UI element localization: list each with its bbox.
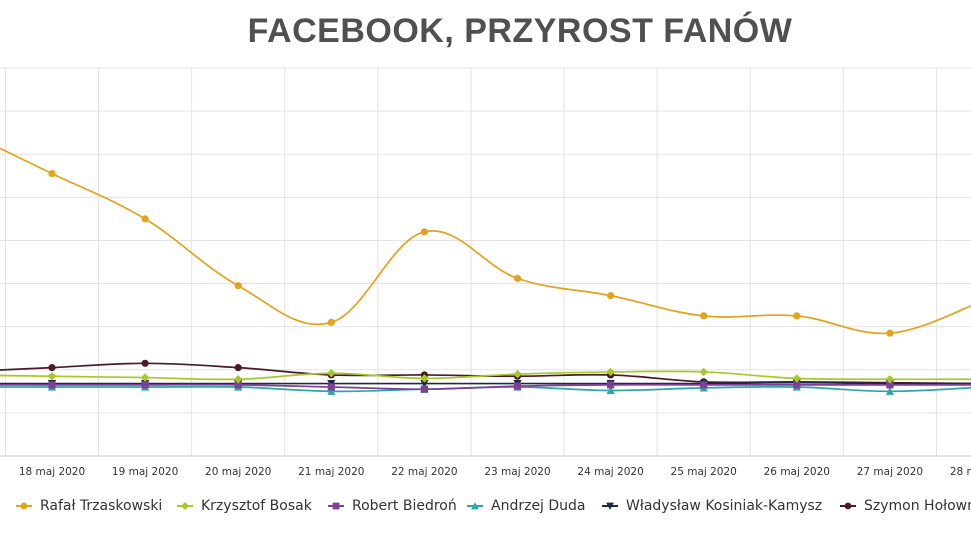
- x-tick-label: 27 maj 2020: [857, 466, 923, 478]
- data-point: [327, 387, 336, 395]
- chart-title: FACEBOOK, PRZYROST FANÓW: [247, 12, 793, 50]
- data-point: [885, 387, 894, 395]
- series-layer: [0, 147, 971, 395]
- series-rafa-trzaskowski: [0, 147, 971, 337]
- x-tick-label: 21 maj 2020: [298, 466, 364, 478]
- x-tick-label: 19 maj 2020: [112, 466, 178, 478]
- legend-label: Robert Biedroń: [352, 498, 457, 514]
- data-point: [513, 274, 522, 282]
- legend-item[interactable]: Andrzej Duda: [467, 496, 586, 516]
- legend-marker: [606, 502, 614, 510]
- data-point: [47, 372, 57, 381]
- x-tick-label: 26 maj 2020: [764, 466, 830, 478]
- data-point: [234, 381, 242, 389]
- legend-symbol-icon: [328, 502, 344, 510]
- data-point: [792, 374, 801, 383]
- data-point: [513, 369, 522, 379]
- legend-label: Rafał Trzaskowski: [40, 498, 163, 514]
- data-point: [793, 312, 801, 320]
- legend-label: Szymon Hołownia: [864, 498, 971, 514]
- data-point: [141, 215, 149, 223]
- legend-item[interactable]: Szymon Hołownia: [840, 496, 971, 516]
- data-point: [141, 359, 149, 367]
- data-point: [420, 374, 429, 383]
- data-point: [48, 364, 56, 372]
- data-point: [48, 170, 56, 178]
- data-point: [234, 375, 243, 384]
- data-point: [886, 381, 894, 389]
- legend: Rafał Trzaskowski Krzysztof Bosak Robert B…: [0, 496, 971, 518]
- x-tick-label: 18 maj 2020: [19, 466, 85, 478]
- legend-symbol-icon: [16, 502, 32, 510]
- legend-symbol-icon: [467, 502, 483, 510]
- legend-item[interactable]: Robert Biedroń: [328, 496, 457, 516]
- legend-marker: [332, 502, 340, 510]
- x-tick-label: 20 maj 2020: [205, 466, 271, 478]
- data-point: [513, 382, 522, 390]
- legend-label: Krzysztof Bosak: [201, 498, 312, 514]
- x-tick-label: 28 maj 2020: [950, 466, 971, 478]
- data-point: [327, 318, 335, 326]
- legend-label: Andrzej Duda: [491, 498, 586, 514]
- data-point: [327, 369, 336, 378]
- data-point: [607, 381, 615, 389]
- legend-label: Władysław Kosiniak-Kamysz: [626, 498, 823, 514]
- series-krzysztof-bosak: [0, 367, 971, 384]
- x-tick-label: 25 maj 2020: [671, 466, 737, 478]
- data-point: [606, 367, 615, 377]
- x-tick-label: 24 maj 2020: [577, 466, 643, 478]
- data-point: [140, 373, 150, 382]
- data-point: [420, 228, 428, 236]
- series-robert-biedro-: [0, 381, 971, 393]
- legend-item[interactable]: Władysław Kosiniak-Kamysz: [602, 496, 822, 516]
- legend-item[interactable]: Rafał Trzaskowski: [16, 496, 162, 516]
- data-point: [141, 381, 149, 389]
- legend-symbol-icon: [602, 502, 618, 510]
- legend-marker: [181, 502, 189, 510]
- data-point: [420, 379, 429, 388]
- data-point: [886, 329, 894, 337]
- data-point: [885, 375, 895, 384]
- data-point: [420, 385, 428, 393]
- data-point: [700, 381, 708, 389]
- data-point: [700, 312, 708, 320]
- data-point: [607, 292, 615, 300]
- grid: [0, 67, 971, 457]
- data-point: [793, 381, 801, 389]
- data-point: [234, 364, 242, 372]
- data-point: [48, 381, 56, 389]
- legend-marker: [844, 502, 852, 510]
- x-axis: 18 maj 2020 19 maj 2020 20 maj 2020 21 maj …: [19, 466, 971, 478]
- legend-symbol-icon: [840, 502, 856, 510]
- x-tick-label: 22 maj 2020: [391, 466, 457, 478]
- legend-symbol-icon: [177, 502, 193, 510]
- legend-item[interactable]: Krzysztof Bosak: [177, 496, 312, 516]
- line-chart: 18 maj 2020 19 maj 2020 20 maj 2020 21 maj …: [0, 67, 971, 478]
- data-point: [327, 383, 335, 391]
- data-point: [606, 386, 615, 395]
- x-tick-label: 23 maj 2020: [484, 466, 550, 478]
- data-point: [699, 367, 708, 377]
- data-point: [234, 282, 242, 290]
- legend-marker: [20, 502, 28, 510]
- legend-marker: [471, 502, 479, 510]
